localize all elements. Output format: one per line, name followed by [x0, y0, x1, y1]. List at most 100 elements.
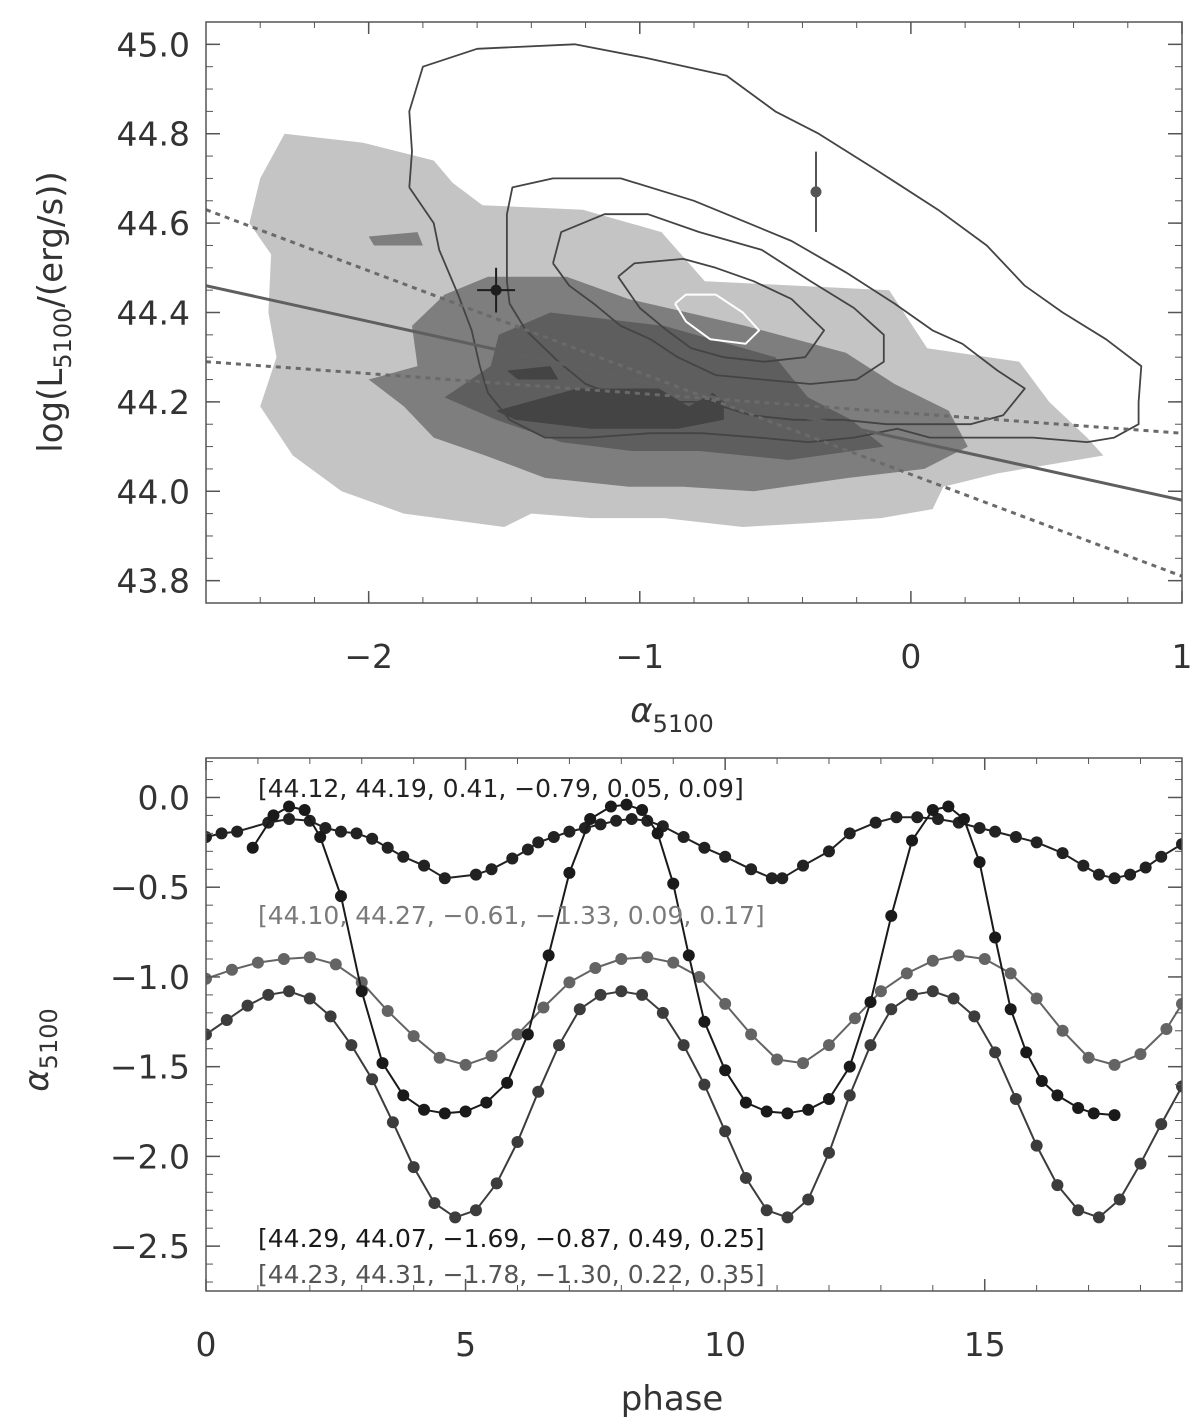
annotation-series-2: [44.10, 44.27, −0.61, −1.33, 0.09, 0.17]: [258, 901, 765, 930]
series-2-point: [277, 952, 290, 965]
series-4-point: [843, 1089, 856, 1102]
series-4-point: [1113, 1193, 1126, 1206]
top-ylabel-tail: /(erg/s)): [31, 171, 71, 307]
series-4-point: [802, 1193, 815, 1206]
series-2-point: [537, 1001, 550, 1014]
series-3-point: [1072, 1101, 1085, 1114]
series-3-point: [563, 866, 576, 879]
contour-line-2: [505, 177, 1026, 426]
series-4-point: [303, 992, 316, 1005]
top-xlabel: α5100: [630, 691, 714, 738]
series-3-point: [781, 1107, 794, 1120]
series-4-point: [283, 985, 296, 998]
series-1-point: [334, 825, 347, 838]
series-2-point: [303, 951, 316, 964]
series-4-point: [739, 1171, 752, 1184]
series-1-point: [547, 830, 560, 843]
top-axis-ticks: −2 −1 0 1 43.8 44.0 44.2 44.4 44.6 44.8 45.0: [117, 21, 1193, 676]
series-1-point: [594, 818, 607, 831]
series-3-point: [667, 877, 680, 890]
series-2-point: [329, 958, 342, 971]
series-2-point: [1004, 967, 1017, 980]
series-4-point: [345, 1039, 358, 1052]
phase-series-4: [206, 985, 1182, 1224]
series-4-point: [615, 985, 628, 998]
series-3-point: [802, 1103, 815, 1116]
error-point-2: [810, 151, 822, 233]
error-bar-points: [477, 151, 822, 313]
series-4-point: [573, 1003, 586, 1016]
top-xtick-label: −1: [615, 637, 664, 676]
series-2-point: [719, 997, 732, 1010]
top-ytick-label: 44.0: [117, 472, 190, 511]
series-1-point: [932, 813, 944, 826]
series-4-point: [262, 988, 275, 1001]
bottom-ylabel-subscript: 5100: [35, 1008, 63, 1069]
series-1-point: [843, 827, 856, 840]
series-3-point: [604, 800, 617, 813]
top-xtick-label: −2: [344, 637, 393, 676]
annotation-series-4: [44.23, 44.31, −1.78, −1.30, 0.22, 0.35]: [258, 1260, 765, 1289]
series-4-point: [386, 1116, 399, 1129]
series-3-point: [283, 800, 296, 813]
series-4-point: [469, 1204, 482, 1217]
series-4-point: [926, 985, 939, 998]
series-3-point: [822, 1092, 835, 1105]
series-2-point: [459, 1058, 472, 1071]
series-3-point: [942, 800, 955, 813]
bottom-ytick-label: −0.5: [110, 868, 190, 907]
series-1-point: [698, 841, 711, 854]
series-3-point: [521, 1028, 534, 1041]
series-4-point: [1072, 1204, 1085, 1217]
series-3-point: [397, 1089, 410, 1102]
filled-contour-level-2-5: [368, 232, 423, 246]
series-4-point: [1051, 1179, 1064, 1192]
filled-contour-level-4-4: [506, 366, 559, 380]
series-3-point: [973, 856, 986, 869]
series-4-point: [698, 1078, 711, 1091]
top-ylabel-subscript: 5100: [49, 308, 77, 369]
series-2-point: [225, 963, 238, 976]
series-4-point: [1176, 1080, 1182, 1093]
series-4-point: [428, 1197, 441, 1210]
series-4-point: [1155, 1118, 1168, 1131]
series-3-point: [926, 804, 939, 817]
series-1-point: [1124, 868, 1137, 881]
series-3-point: [246, 841, 259, 854]
series-1-point: [1139, 861, 1152, 874]
series-1-point: [438, 872, 451, 885]
series-4-point: [822, 1146, 835, 1159]
top-ytick-label: 43.8: [117, 562, 190, 601]
series-2-point: [1176, 997, 1182, 1010]
series-2-point: [381, 1005, 394, 1018]
series-4-point: [760, 1204, 773, 1217]
series-1-point: [366, 832, 379, 845]
bottom-plot-frame: [205, 757, 1183, 1292]
bottom-ytick-label: −2.0: [110, 1137, 190, 1176]
bottom-xtick-label: 10: [704, 1325, 746, 1364]
series-2-point: [206, 972, 212, 985]
series-3-point: [298, 804, 311, 817]
series-2-point: [978, 952, 991, 965]
series-4-point: [1092, 1211, 1105, 1224]
series-2-point: [797, 1057, 810, 1070]
series-3-point: [267, 809, 280, 822]
top-ytick-label: 45.0: [117, 25, 190, 64]
series-3-point: [864, 996, 877, 1009]
top-xlabel-symbol: α: [630, 691, 652, 731]
series-4-point: [449, 1211, 462, 1224]
top-xlabel-subscript: 5100: [653, 710, 714, 738]
series-1-point: [625, 813, 638, 826]
contour-line-1: [408, 43, 1143, 444]
series-3-point: [1087, 1107, 1100, 1120]
series-1-point: [1009, 830, 1022, 843]
error-point-marker: [490, 284, 502, 296]
series-4-point: [677, 1039, 690, 1052]
series-1-point: [563, 825, 576, 838]
filled-density-contours: [249, 133, 1104, 527]
series-1-point: [1030, 836, 1043, 849]
series-3-point: [651, 827, 664, 840]
top-ytick-label: 44.4: [117, 294, 190, 333]
series-2-point: [1082, 1051, 1095, 1064]
series-2-point: [926, 954, 939, 967]
